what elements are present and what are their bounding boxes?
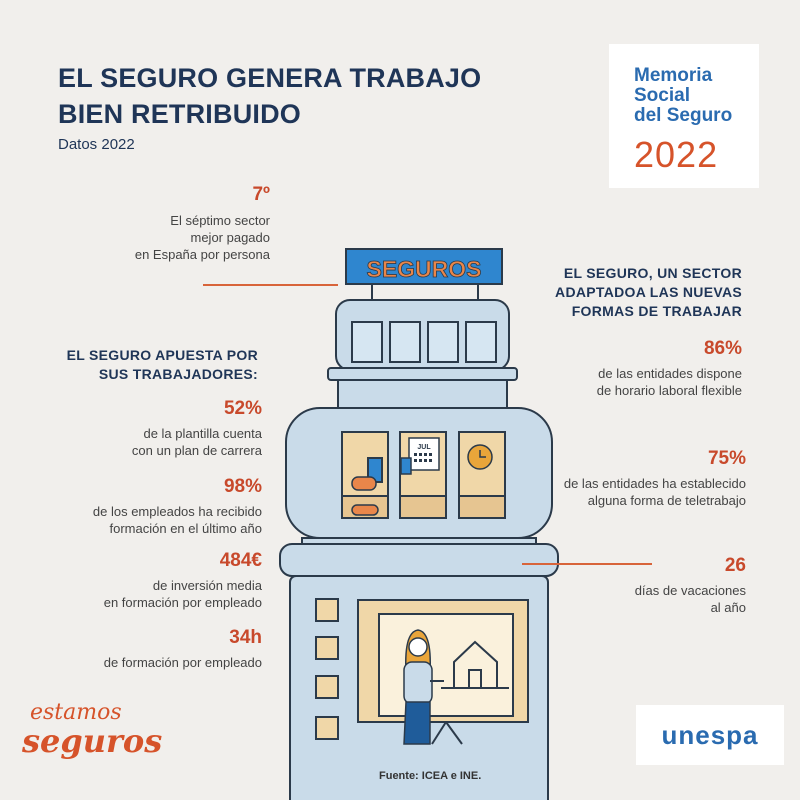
badge-year: 2022	[634, 134, 719, 175]
stat-item: 52% de la plantilla cuenta con un plan d…	[40, 398, 262, 459]
stat-desc: de inversión media	[152, 578, 262, 593]
stat-value: 52%	[223, 398, 262, 419]
left-heading: EL SEGURO APUESTA POR SUS TRABAJADORES:	[20, 346, 258, 384]
subtitle: Datos 2022	[58, 136, 135, 153]
stat-value: 75%	[707, 448, 746, 469]
right-heading: EL SEGURO, UN SECTOR ADAPTADOA LAS NUEVA…	[500, 264, 742, 321]
estamos-seguros-logo: estamos seguros	[22, 700, 163, 760]
stat-value: 34h	[229, 627, 262, 648]
right-heading-line-2: ADAPTADOA LAS NUEVAS	[555, 284, 742, 300]
stat-value: 26	[724, 555, 746, 576]
stat-rank-desc-3: en España por persona	[134, 247, 270, 262]
chair-seat	[351, 476, 377, 491]
left-heading-line-1: EL SEGURO APUESTA POR	[66, 347, 258, 363]
right-heading-line-1: EL SEGURO, UN SECTOR	[563, 265, 742, 281]
badge-line-2: Social	[634, 85, 690, 106]
slogan-line-1: estamos	[30, 700, 122, 725]
stat-desc: formación en el último año	[109, 521, 262, 536]
seguros-sign: SEGUROS	[345, 248, 503, 302]
stat-rank-desc-2: mejor pagado	[190, 230, 271, 245]
stat-desc: días de vacaciones	[634, 583, 746, 598]
stat-rank-desc-1: El séptimo sector	[170, 213, 270, 228]
right-heading-line-3: FORMAS DE TRABAJAR	[571, 303, 742, 319]
stat-item: 75% de las entidades ha establecido algu…	[500, 448, 746, 509]
badge-line-3: del Seguro	[634, 105, 733, 126]
slogan-line-2: seguros	[22, 722, 163, 760]
stat-item: 484€ de inversión media en formación por…	[40, 550, 262, 611]
badge-line-1: Memoria	[634, 65, 713, 86]
stat-item: 34h de formación por empleado	[40, 627, 262, 671]
stat-value: 86%	[703, 338, 742, 359]
stat-rank: 7º El séptimo sector mejor pagado en Esp…	[110, 184, 270, 263]
stat-rank-value: 7º	[252, 184, 270, 205]
source-note: Fuente: ICEA e INE.	[379, 770, 482, 782]
stat-desc: de la plantilla cuenta	[143, 426, 262, 441]
stat-item: 26 días de vacaciones al año	[560, 555, 746, 616]
title-line-2: BIEN RETRIBUIDO	[58, 99, 302, 129]
stat-desc: con un plan de carrera	[131, 443, 262, 458]
stat-desc: alguna forma de teletrabajo	[587, 493, 746, 508]
unespa-logo: unespa	[636, 705, 784, 765]
memoria-badge: Memoria Social del Seguro 2022	[609, 44, 759, 188]
upper-windows	[351, 321, 497, 363]
stat-item: 98% de los empleados ha recibido formaci…	[40, 476, 262, 537]
stat-value: 484€	[219, 550, 262, 571]
left-heading-line-2: SUS TRABAJADORES:	[98, 366, 258, 382]
calendar-label: JUL	[417, 444, 431, 451]
unespa-logo-text: unespa	[661, 719, 759, 750]
stat-value: 98%	[223, 476, 262, 497]
calendar-icon: JUL	[400, 437, 440, 475]
title-line-1: EL SEGURO GENERA TRABAJO	[58, 63, 482, 93]
page-title: EL SEGURO GENERA TRABAJO BIEN RETRIBUIDO	[58, 60, 481, 132]
stat-desc: de horario laboral flexible	[596, 383, 742, 398]
side-windows	[315, 598, 339, 740]
sign-text: SEGUROS	[366, 256, 481, 282]
presenter-figure	[403, 629, 444, 745]
stat-desc: de formación por empleado	[103, 655, 262, 670]
stat-desc: de las entidades dispone	[598, 366, 742, 381]
stat-desc: de los empleados ha recibido	[92, 504, 262, 519]
stat-desc: al año	[710, 600, 746, 615]
stat-desc: de las entidades ha establecido	[563, 476, 746, 491]
clock-icon	[467, 444, 493, 470]
stat-item: 86% de las entidades dispone de horario …	[520, 338, 742, 399]
connector-line-rank	[203, 284, 338, 286]
house-icon	[453, 640, 498, 689]
connector-line-vacations	[522, 563, 652, 565]
stat-desc: en formación por empleado	[103, 595, 262, 610]
whiteboard	[357, 599, 529, 745]
